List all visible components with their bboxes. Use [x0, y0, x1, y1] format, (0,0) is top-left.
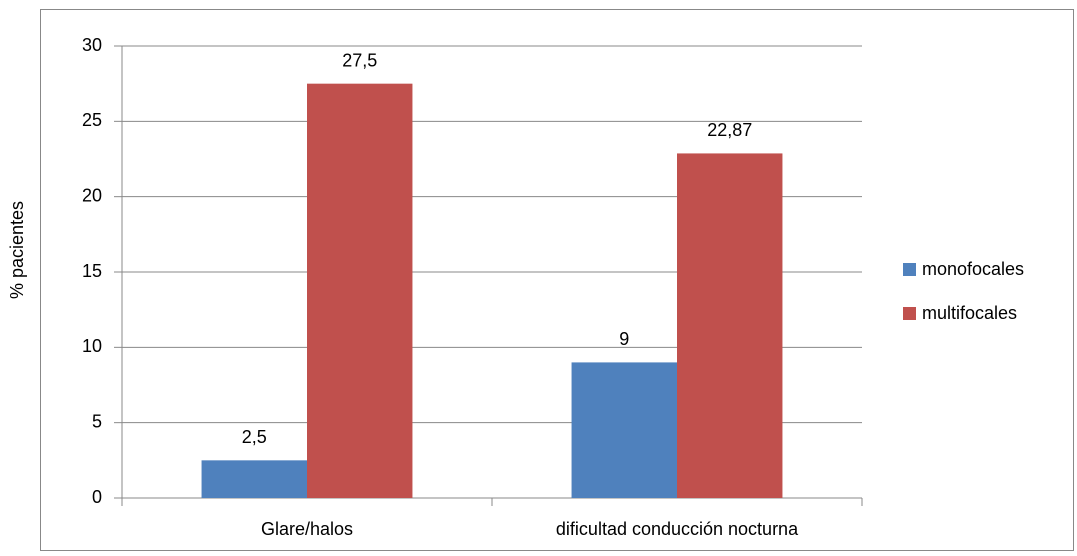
chart-border	[40, 9, 1074, 551]
y-tick-label: 0	[92, 487, 102, 507]
data-label: 22,87	[707, 120, 752, 140]
y-tick-label: 10	[82, 336, 102, 356]
x-tick-label: dificultad conducción nocturna	[556, 519, 799, 539]
y-tick-label: 15	[82, 261, 102, 281]
data-label: 27,5	[342, 50, 377, 70]
legend-swatch	[903, 263, 916, 276]
x-tick-label: Glare/halos	[261, 519, 353, 539]
y-tick-label: 30	[82, 35, 102, 55]
bar	[677, 153, 783, 498]
y-tick-label: 20	[82, 185, 102, 205]
y-axis-label: % pacientes	[7, 201, 27, 299]
legend-label: multifocales	[922, 303, 1017, 323]
bar	[307, 83, 413, 499]
legend-swatch	[903, 307, 916, 320]
legend-label: monofocales	[922, 259, 1024, 279]
y-tick-label: 25	[82, 110, 102, 130]
data-label: 9	[619, 329, 629, 349]
bar	[201, 460, 307, 498]
y-tick-label: 5	[92, 411, 102, 431]
bar	[571, 362, 677, 498]
data-label: 2,5	[242, 427, 267, 447]
